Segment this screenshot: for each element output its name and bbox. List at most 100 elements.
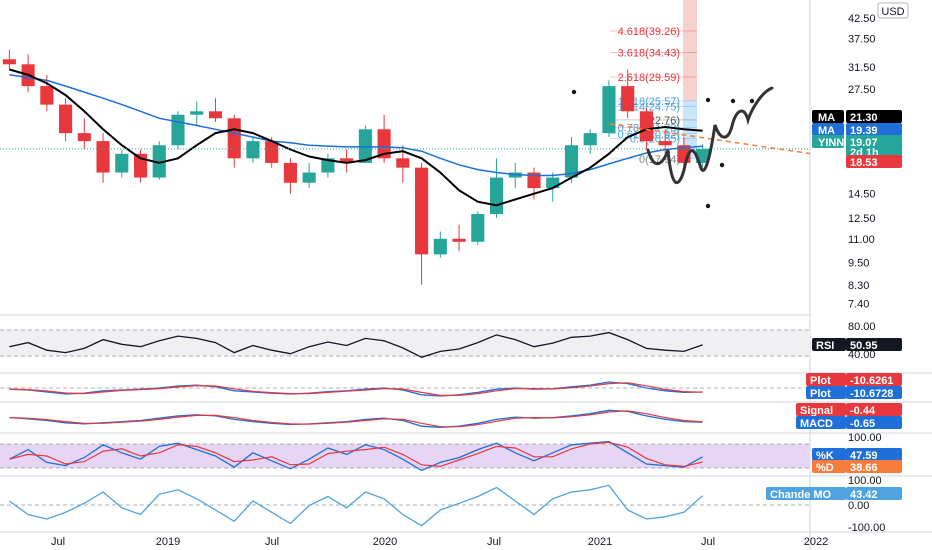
indicator-tag-label: Chande MO (770, 489, 832, 501)
indicator-tag-label: MACD (800, 418, 833, 430)
chande-pane[interactable]: 100.00 0.00 -100.00 Chande MO 43.42 (0, 475, 932, 534)
indicator-tag-bg (846, 460, 902, 473)
stochastic-pane[interactable]: 100.000.00%K47.59%D38.66 (0, 432, 932, 477)
price-tag-value: 19.07 (850, 137, 878, 149)
annotation-dot (719, 162, 725, 168)
candle-body (265, 141, 279, 163)
indicator-tag-bg (846, 386, 902, 399)
price-tag-value-bg (846, 123, 902, 136)
candle-body (115, 153, 129, 173)
indicator-tag-label: 38.66 (850, 462, 878, 474)
indicator-tag-label: -0.65 (850, 418, 875, 430)
price-tick-label: 37.50 (848, 33, 876, 45)
indicator-tag-label: RSI (816, 340, 834, 352)
indicator-line (9, 331, 703, 358)
time-tick-label: Jul (51, 536, 65, 548)
price-tick-label: 42.50 (848, 13, 876, 25)
indicator-tag-bg (846, 403, 902, 416)
price-tag-name: YINN (818, 137, 844, 149)
time-tick-label: Jul (487, 536, 501, 548)
annotation-dot (705, 203, 711, 209)
indicator-tick-label: 100.00 (848, 475, 882, 487)
time-tick-label: Jul (701, 536, 715, 548)
candle-body (658, 141, 672, 146)
fib-level-label: 0.5(20.35) (630, 133, 680, 145)
price-tag-value-bg (846, 155, 902, 168)
price-tag-name: MA (818, 112, 835, 124)
indicator-tag-bg (812, 338, 846, 351)
indicator-tag-label: -10.6261 (850, 375, 893, 387)
fib-level-label: 4.618(39.26) (618, 26, 680, 38)
indicator-signal-line (9, 410, 703, 428)
indicator-tag-bg (766, 487, 846, 500)
candle-body (527, 172, 541, 189)
annotation-dot (705, 97, 711, 103)
candle-body (2, 59, 16, 65)
price-tick-label: 7.40 (848, 299, 869, 311)
annotation-dot (571, 89, 577, 95)
indicator-tick-label: -100.00 (848, 522, 885, 534)
indicator-tag-label: 50.95 (850, 340, 878, 352)
macd-pane[interactable]: Signal -0.44 MACD -0.65 (0, 403, 932, 434)
indicator-tag-bg (846, 487, 902, 500)
indicator-tag-label: Plot (810, 375, 831, 387)
candle-body (489, 177, 504, 215)
candle-body (639, 111, 653, 142)
time-axis[interactable]: Jul 2019 Jul 2020 Jul 2021 Jul 2022 (51, 536, 828, 548)
candle-body (283, 162, 297, 183)
annotation-dot (749, 98, 755, 104)
indicator-tag-bg (806, 373, 846, 386)
price-tick-label: 14.50 (848, 189, 876, 201)
candle-body (208, 111, 223, 119)
indicator-line (9, 440, 703, 472)
pane-band (0, 330, 810, 356)
indicator-tag-label: 47.59 (850, 450, 878, 462)
indicator-line (9, 381, 703, 397)
indicator-tick-label: 80.00 (848, 321, 876, 333)
indicator-tick-label: 0.00 (848, 500, 869, 512)
price-tag-name: MA (818, 125, 835, 137)
annotation-dot (730, 98, 736, 104)
currency-label: USD (881, 6, 904, 18)
indicator-line (9, 409, 703, 428)
indicator-signal-line (9, 441, 703, 468)
indicator-tag-label: %K (816, 450, 834, 462)
indicator-tag-bg (812, 460, 846, 473)
price-tick-label: 27.50 (848, 84, 876, 96)
candle-body (471, 214, 485, 242)
indicator-tag-label: %D (816, 462, 834, 474)
price-tick-label: 12.50 (848, 213, 876, 225)
indicator-tag-bg (812, 448, 846, 461)
oscillator-pane[interactable]: Plot -10.6261 Plot -10.6728 (0, 373, 932, 403)
indicator-tag-bg (796, 416, 846, 429)
candle-body (171, 114, 185, 146)
price-tag-value: 19.39 (850, 125, 878, 137)
indicator-tag-bg (846, 448, 902, 461)
candle-body (302, 172, 316, 183)
rsi-pane[interactable]: 80.00 40.00 RSI 50.95 (0, 321, 932, 374)
candle-body (190, 111, 204, 115)
candle-body (227, 118, 241, 159)
indicator-tag-bg (796, 403, 846, 416)
candle-body (96, 141, 110, 173)
fib-level-label: 2.618(29.59) (618, 72, 680, 84)
price-tag-value: 21.30 (850, 112, 878, 124)
indicator-tick-label: 100.00 (848, 432, 882, 444)
price-tag-value: 18.53 (850, 157, 878, 169)
indicator-tag-label: Plot (810, 388, 831, 400)
price-tick-label: 11.00 (848, 234, 875, 246)
indicator-tick-label: 40.00 (848, 349, 876, 361)
indicator-tag-bg (846, 338, 902, 351)
candle-body (321, 158, 335, 173)
candle-body (415, 167, 429, 255)
moving-average-black (9, 68, 703, 207)
indicator-tag-bg (846, 416, 902, 429)
price-tag-value-bg (846, 135, 902, 157)
candle-body (246, 141, 260, 159)
candle-body (396, 158, 410, 168)
time-tick-label: 2019 (156, 536, 180, 548)
price-tag-name-bg (812, 110, 844, 123)
time-tick-label: 2021 (588, 536, 612, 548)
